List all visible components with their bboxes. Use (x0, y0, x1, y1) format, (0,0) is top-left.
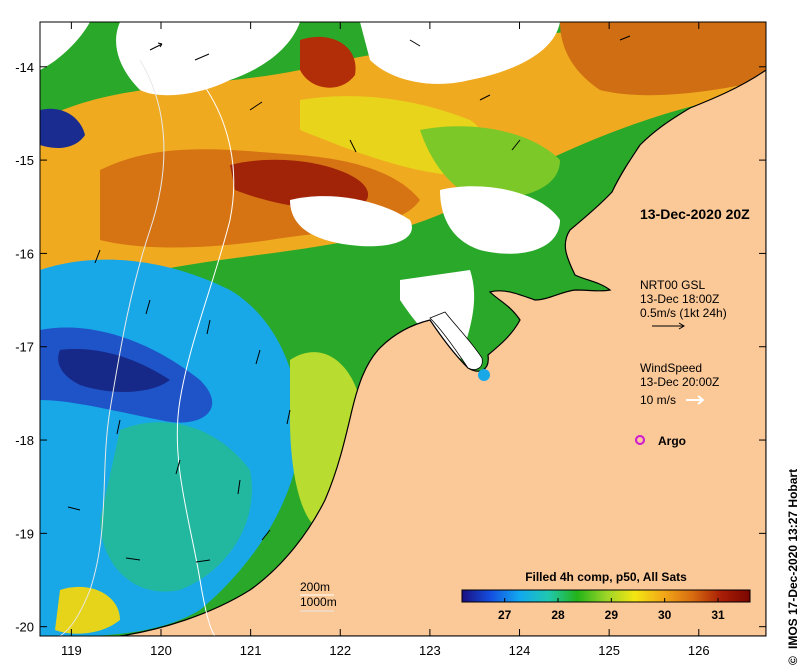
chart-title: 13-Dec-2020 20Z (640, 206, 750, 222)
no-data-north (116, 22, 300, 96)
colorbar-tick-label: 31 (711, 608, 725, 622)
wind-legend: WindSpeed 13-Dec 20:00Z 10 m/s (640, 361, 719, 407)
x-tick-label: 122 (329, 643, 351, 658)
bay-cyan-patch (478, 369, 490, 381)
credit-text: IMOS 17-Dec-2020 13:27 Hobart (786, 469, 800, 649)
x-tick-label: 125 (598, 643, 620, 658)
no-data-west (40, 22, 90, 70)
colorbar-title: Filled 4h comp, p50, All Sats (525, 570, 687, 584)
x-tick-label: 119 (61, 643, 82, 658)
x-tick-label: 123 (419, 643, 441, 658)
contour-legend: 200m 1000m (300, 580, 337, 612)
x-tick-label: 126 (688, 643, 710, 658)
colorbar: Filled 4h comp, p50, All Sats 27 28 29 30 31 (461, 570, 751, 622)
wind-scale-arrow (686, 395, 705, 405)
currents-legend-name: NRT00 GSL (640, 278, 705, 292)
y-tick-label: -19 (15, 526, 34, 541)
y-tick-label: -14 (15, 60, 34, 75)
credit: © IMOS 17-Dec-2020 13:27 Hobart (786, 469, 800, 665)
colorbar-tick-label: 29 (605, 608, 619, 622)
sst-region-darkblue (58, 349, 170, 392)
colorbar-ramp (461, 589, 751, 603)
sst-region-darkorange-ne (560, 22, 766, 96)
x-tick-label: 124 (509, 643, 531, 658)
currents-scale-arrow (652, 322, 685, 330)
contour-200m (176, 79, 235, 636)
currents-legend: NRT00 GSL 13-Dec 18:00Z 0.5m/s (1kt 24h) (640, 278, 727, 330)
wind-legend-name: WindSpeed (640, 361, 702, 375)
contour-legend-1000m: 1000m (300, 595, 337, 609)
sst-region-green-mid (420, 126, 560, 200)
argo-legend-label: Argo (658, 434, 686, 448)
no-data-east (440, 186, 560, 254)
colorbar-ticks: 27 28 29 30 31 (498, 598, 725, 622)
x-tick-label: 120 (150, 643, 172, 658)
colorbar-tick-label: 30 (658, 608, 672, 622)
land-mass (119, 69, 766, 636)
sst-region-yellow-sw (55, 586, 120, 634)
bay-water (429, 311, 483, 370)
plot-frame (39, 21, 767, 637)
contour-legend-200m: 200m (300, 580, 330, 594)
y-axis: -14 -15 -16 -17 -18 -19 -20 (15, 60, 766, 635)
y-tick-label: -20 (15, 620, 34, 635)
no-data-north2 (360, 22, 560, 84)
currents-legend-time: 13-Dec 18:00Z (640, 292, 719, 306)
contour-1000m (59, 59, 165, 636)
current-arrows (67, 35, 631, 563)
sst-field (40, 22, 766, 636)
y-tick-label: -18 (15, 433, 34, 448)
colorbar-tick-label: 27 (498, 608, 512, 622)
argo-legend: Argo (635, 434, 686, 448)
sst-region-red-north (300, 36, 356, 88)
no-data-mid (290, 196, 412, 247)
x-tick-label: 121 (240, 643, 262, 658)
argo-legend-icon (635, 435, 645, 445)
y-tick-label: -15 (15, 153, 34, 168)
wind-legend-time: 13-Dec 20:00Z (640, 375, 719, 389)
y-tick-label: -17 (15, 340, 34, 355)
map-area (40, 22, 766, 636)
wind-legend-scale: 10 m/s (640, 393, 676, 407)
x-axis: 119 120 121 122 123 124 125 126 (61, 22, 710, 658)
y-tick-label: -16 (15, 246, 34, 261)
sst-region-darkblue-nw (40, 108, 85, 148)
sst-region-teal (100, 422, 252, 592)
currents-legend-scale: 0.5m/s (1kt 24h) (640, 306, 727, 320)
credit-symbol: © (786, 656, 800, 665)
colorbar-tick-label: 28 (551, 608, 565, 622)
